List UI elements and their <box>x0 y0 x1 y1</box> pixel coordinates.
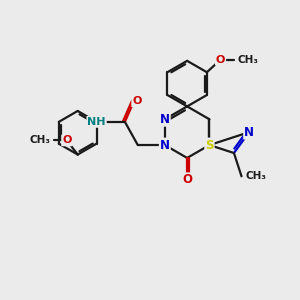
Text: O: O <box>216 55 225 65</box>
Text: O: O <box>62 135 71 146</box>
Text: N: N <box>160 113 170 126</box>
Text: O: O <box>182 173 192 186</box>
Text: CH₃: CH₃ <box>237 55 258 65</box>
Text: S: S <box>205 139 214 152</box>
Text: N: N <box>160 139 170 152</box>
Text: NH: NH <box>87 117 106 127</box>
Text: CH₃: CH₃ <box>30 135 51 146</box>
Text: CH₃: CH₃ <box>245 171 266 181</box>
Text: O: O <box>132 96 142 106</box>
Text: N: N <box>244 126 254 139</box>
